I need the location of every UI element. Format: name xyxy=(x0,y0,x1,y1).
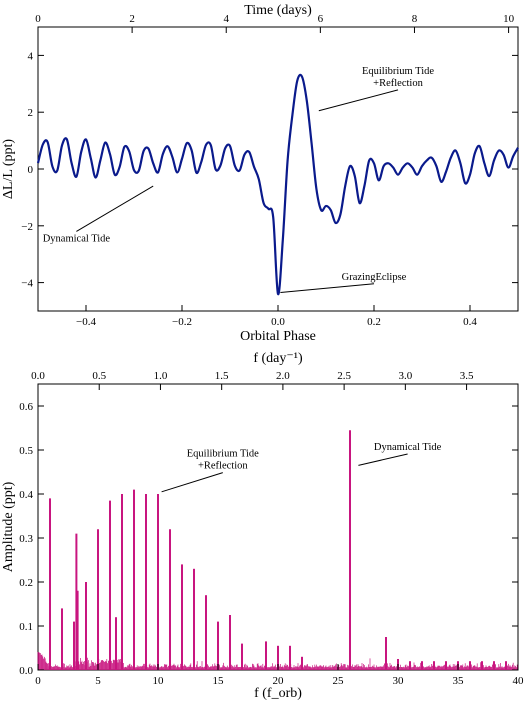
y-tick-label: 0.3 xyxy=(19,533,33,545)
annotation-label: Dynamical Tide xyxy=(374,442,442,453)
y-tick-label: 0.1 xyxy=(19,621,33,633)
y-tick-label: 0.4 xyxy=(19,489,33,501)
x-tick-label: 20 xyxy=(273,675,285,687)
y-tick-label: −2 xyxy=(21,221,33,233)
light-curve-xlabel: Orbital Phase xyxy=(240,329,316,344)
top-tick-label: 3.0 xyxy=(398,370,412,382)
x-tick-label: 0.0 xyxy=(271,316,285,328)
y-tick-label: −4 xyxy=(21,278,33,290)
top-tick-label: 8 xyxy=(412,13,418,25)
annotation-label-line2: +Reflection xyxy=(198,461,248,472)
top-tick-label: 10 xyxy=(503,13,515,25)
annotation-pointer xyxy=(358,453,408,466)
y-tick-label: 0.2 xyxy=(19,577,33,589)
y-tick-label: 2 xyxy=(28,107,34,119)
y-tick-label: 0.0 xyxy=(19,665,33,677)
x-tick-label: 25 xyxy=(333,675,345,687)
top-tick-label: 2.0 xyxy=(276,370,290,382)
annotation-pointer xyxy=(318,89,399,112)
x-tick-label: 0 xyxy=(35,675,41,687)
y-tick-label: 0.6 xyxy=(19,401,33,413)
top-tick-label: 0 xyxy=(35,13,41,25)
annotation-label: Equilibrium Tide xyxy=(187,449,259,460)
annotation-pointer xyxy=(161,472,223,493)
periodogram-xlabel: f (f_orb) xyxy=(254,686,302,701)
periodogram-ylabel: Amplitude (ppt) xyxy=(1,481,16,572)
top-tick-label: 0.0 xyxy=(31,370,45,382)
annotation-label: Dynamical Tide xyxy=(43,233,111,244)
periodogram-top-xlabel: f (day⁻¹) xyxy=(253,351,303,366)
top-tick-label: 1.0 xyxy=(154,370,168,382)
top-tick-label: 1.5 xyxy=(215,370,229,382)
top-tick-label: 2 xyxy=(129,13,135,25)
periodogram-annotations: Equilibrium Tide+Reflection Dynamical Tid… xyxy=(161,442,442,493)
top-tick-label: 6 xyxy=(318,13,324,25)
annotation-pointer xyxy=(76,185,154,232)
x-tick-label: 40 xyxy=(513,675,525,687)
x-tick-label: −0.2 xyxy=(172,316,192,328)
x-tick-label: −0.4 xyxy=(76,316,96,328)
top-tick-label: 0.5 xyxy=(92,370,106,382)
top-tick-label: 4 xyxy=(223,13,229,25)
x-tick-label: 10 xyxy=(153,675,165,687)
periodogram-panel: 0 5 10 15 20 25 30 35 40 0.0 0.1 0.2 0.3 0.4 0.5 0.6 0.0… xyxy=(1,351,524,701)
x-tick-label: 35 xyxy=(453,675,465,687)
light-curve-series-line xyxy=(36,73,519,296)
light-curve-annotations: Equilibrium Tide+Reflection Dynamical Tid… xyxy=(43,66,434,294)
x-tick-label: 30 xyxy=(393,675,405,687)
top-tick-label: 2.5 xyxy=(337,370,351,382)
top-tick-label: 3.5 xyxy=(460,370,474,382)
x-tick-label: 5 xyxy=(95,675,101,687)
periodogram-peaks xyxy=(49,430,507,670)
y-tick-label: 4 xyxy=(28,50,34,62)
light-curve-panel: −0.4 −0.2 0.0 0.2 0.4 −4 −2 0 2 4 0 2 4 6 8 10 Equilibr… xyxy=(1,3,519,344)
y-tick-label: 0.5 xyxy=(19,445,33,457)
annotation-label: Equilibrium Tide xyxy=(362,66,434,77)
light-curve-ylabel: ΔL/L (ppt) xyxy=(1,139,16,200)
light-curve-ticks: −0.4 −0.2 0.0 0.2 0.4 −4 −2 0 2 4 0 2 4 6 8 10 xyxy=(21,13,518,328)
periodogram-ticks: 0 5 10 15 20 25 30 35 40 0.0 0.1 0.2 0.3 0.4 0.5 0.6 0.0… xyxy=(19,370,524,687)
annotation-label-line2: +Reflection xyxy=(373,78,423,89)
x-tick-label: 0.2 xyxy=(367,316,381,328)
y-tick-label: 0 xyxy=(28,164,34,176)
light-curve-top-xlabel: Time (days) xyxy=(244,3,312,18)
x-tick-label: 0.4 xyxy=(463,316,477,328)
annotation-label: GrazingEclipse xyxy=(342,272,407,283)
x-tick-label: 15 xyxy=(213,675,225,687)
annotation-pointer xyxy=(280,283,375,294)
